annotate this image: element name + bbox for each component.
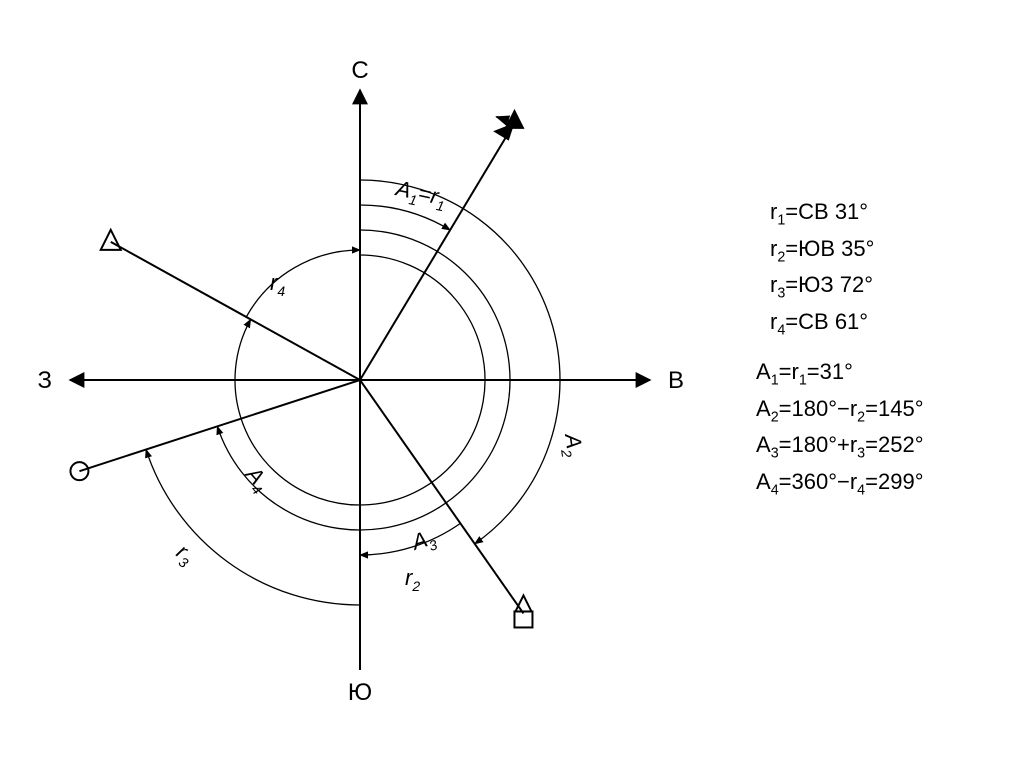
formula-r2: r2=ЮВ 35° [770, 232, 874, 269]
formula-A4: A4=360°−r4=299° [756, 465, 924, 502]
svg-text:r4: r4 [270, 270, 285, 299]
azimuth-formulas: A1=r1=31° A2=180°−r2=145° A3=180°+r3=252… [756, 355, 924, 501]
formula-r4: r4=СВ 61° [770, 305, 874, 342]
svg-text:r2: r2 [405, 565, 420, 594]
svg-text:Ю: Ю [348, 679, 372, 706]
formula-A3: A3=180°+r3=252° [756, 428, 924, 465]
svg-text:С: С [351, 57, 368, 84]
formula-r3: r3=ЮЗ 72° [770, 268, 874, 305]
formula-A1: A1=r1=31° [756, 355, 924, 392]
rhumb-formulas: r1=СВ 31° r2=ЮВ 35° r3=ЮЗ 72° r4=СВ 61° [770, 195, 874, 341]
svg-text:A1=r1: A1=r1 [391, 175, 448, 214]
svg-text:A2: A2 [556, 430, 588, 458]
svg-text:З: З [38, 367, 53, 394]
svg-text:A3: A3 [407, 524, 439, 559]
svg-text:r3: r3 [170, 539, 199, 572]
formula-A2: A2=180°−r2=145° [756, 392, 924, 429]
svg-text:В: В [668, 367, 684, 394]
formula-r1: r1=СВ 31° [770, 195, 874, 232]
